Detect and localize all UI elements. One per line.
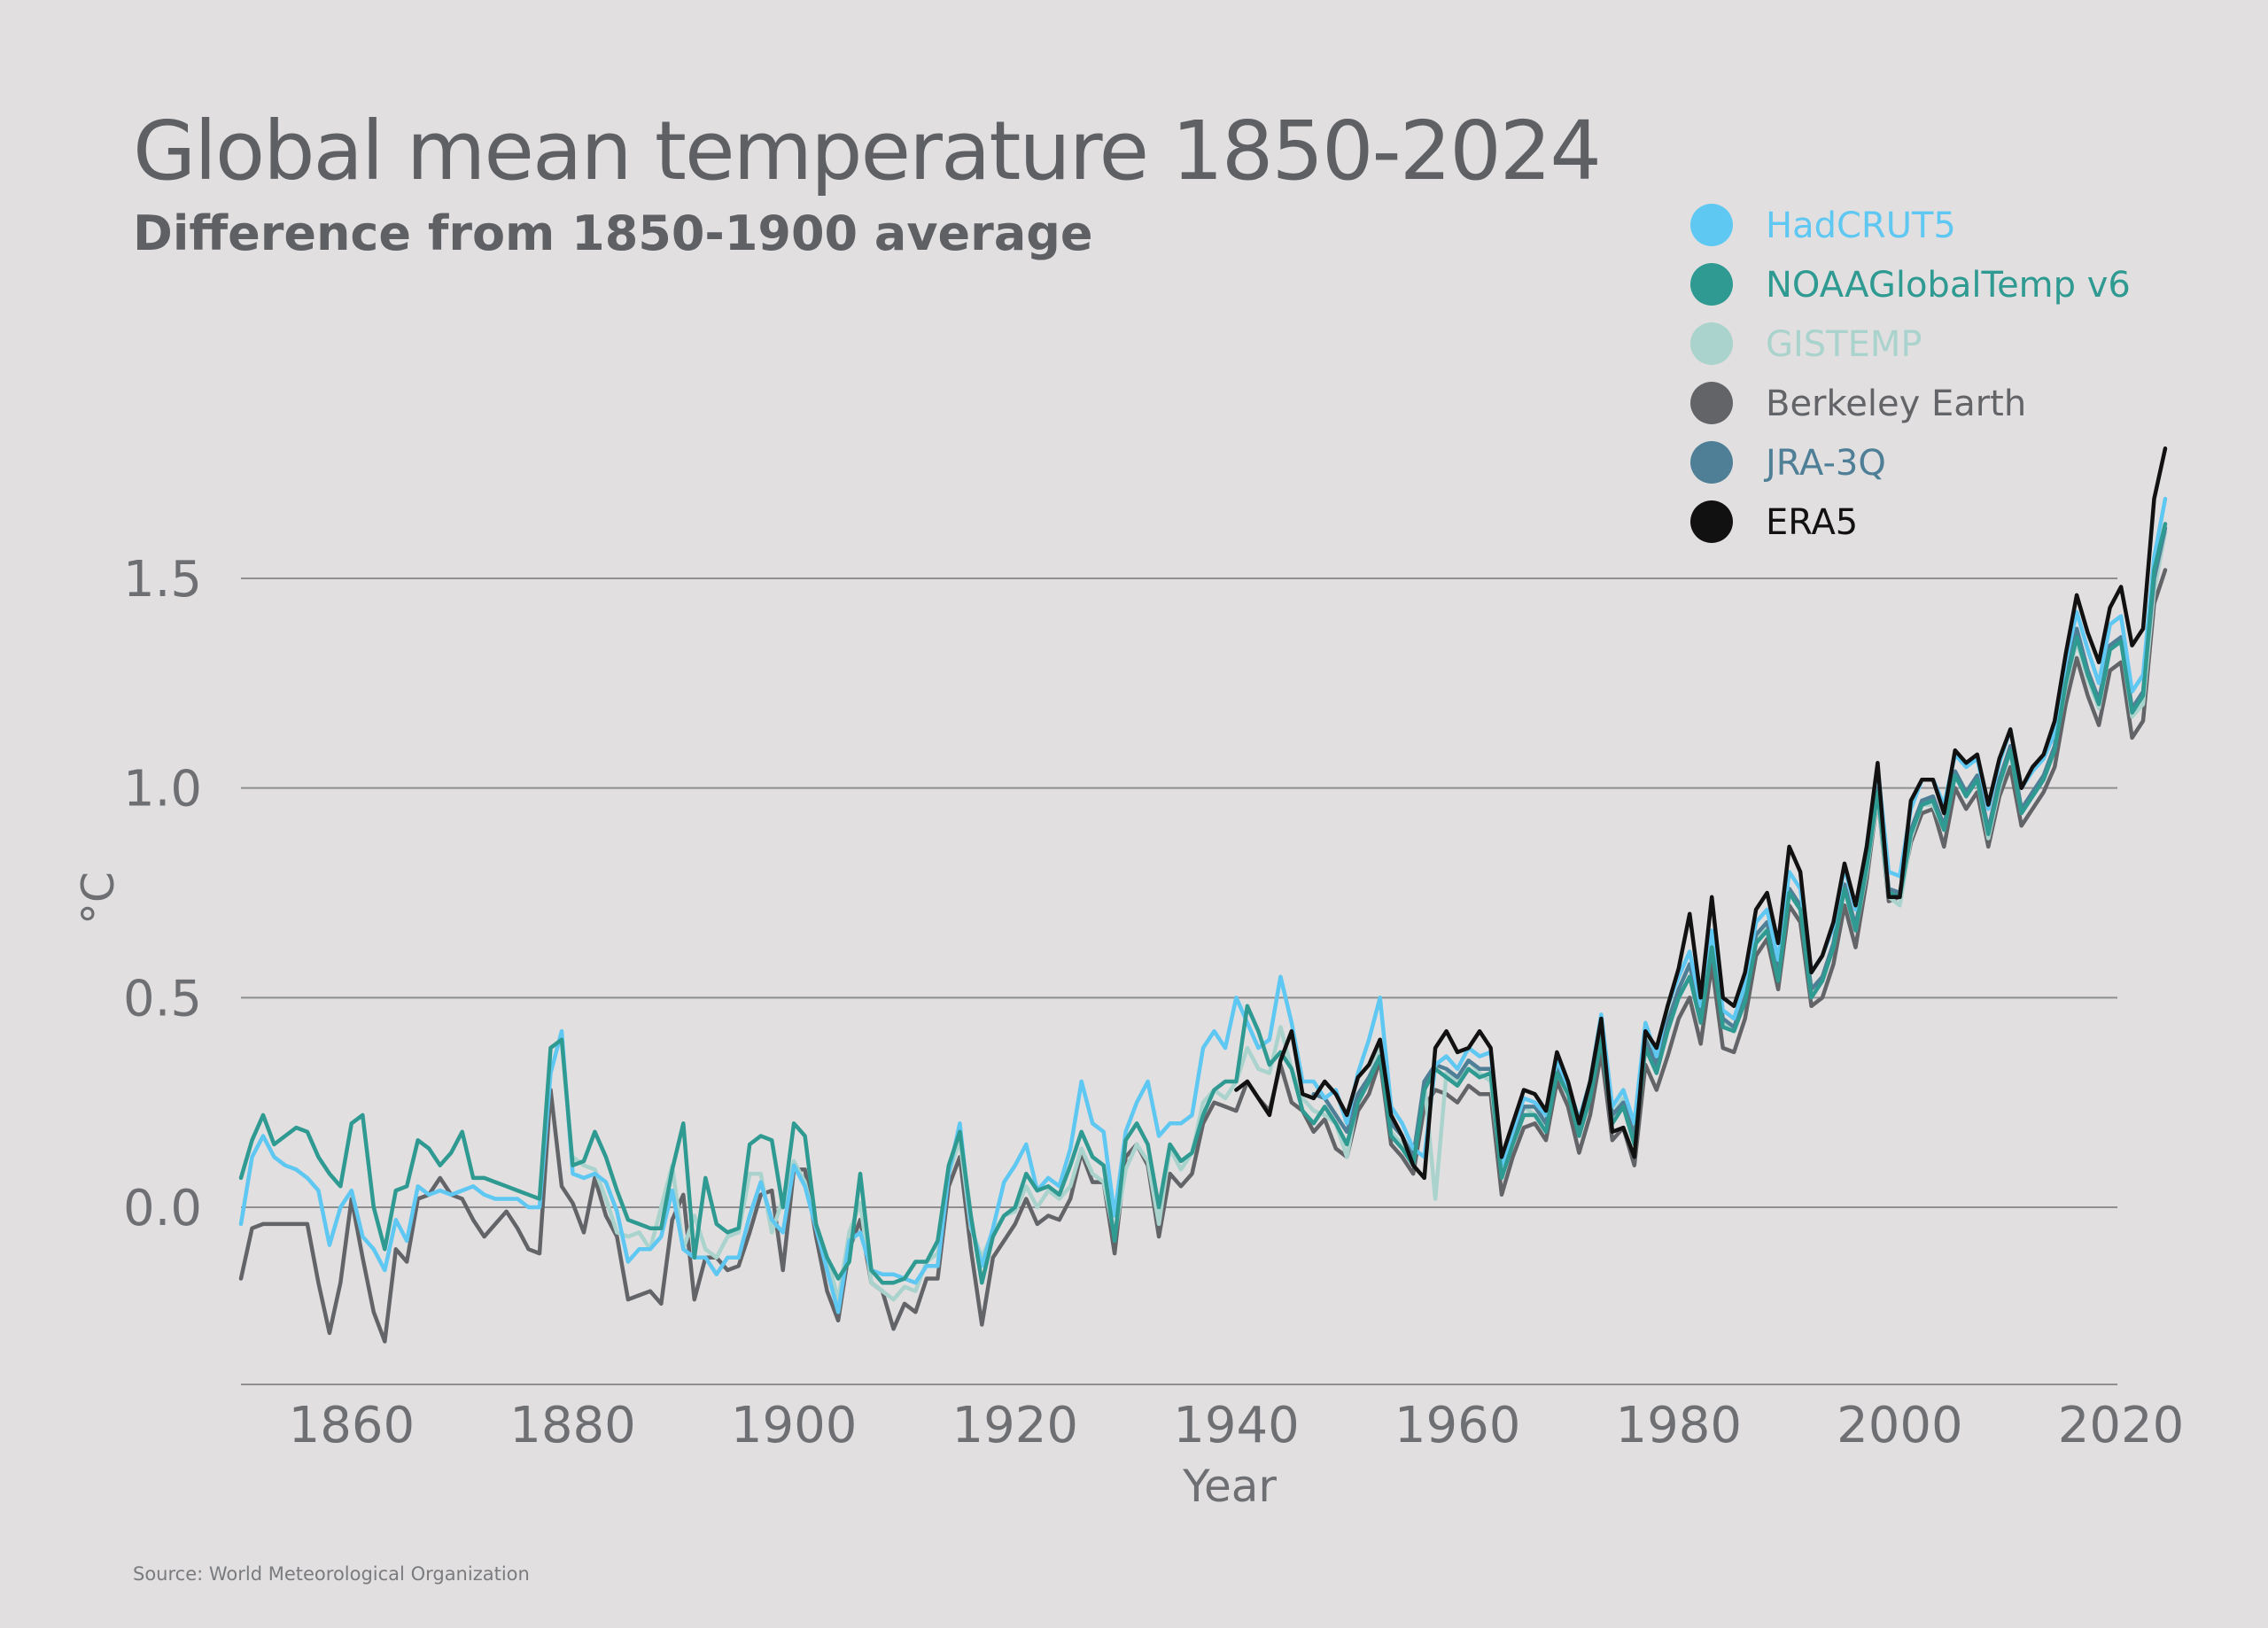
source-note: Source: World Meteorological Organizatio…: [133, 1563, 530, 1585]
legend-swatch: [1690, 382, 1733, 424]
legend-swatch: [1690, 204, 1733, 246]
legend-swatch: [1690, 500, 1733, 543]
legend-label: HadCRUT5: [1766, 205, 1956, 246]
y-tick-label: 1.5: [123, 551, 202, 609]
chart-subtitle: Difference from 1850-1900 average: [133, 205, 1093, 261]
series-line-era5: [1234, 446, 2168, 1181]
x-tick-label: 2000: [1837, 1397, 1963, 1454]
legend-swatch: [1690, 322, 1733, 365]
x-tick-label: 1980: [1616, 1397, 1743, 1454]
legend-swatch: [1690, 263, 1733, 306]
legend-label: ERA5: [1766, 502, 1858, 543]
x-axis-title: Year: [1182, 1461, 1277, 1512]
y-tick-label: 0.0: [123, 1180, 202, 1237]
series-line-berkeley-earth: [238, 568, 2168, 1344]
y-tick-label: 0.5: [123, 970, 202, 1027]
x-tick-label: 1860: [289, 1397, 416, 1454]
x-tick-label: 1940: [1173, 1397, 1300, 1454]
legend-swatch: [1690, 441, 1733, 484]
x-tick-label: 1960: [1394, 1397, 1521, 1454]
series-line-jra-3q: [1311, 525, 2168, 1167]
x-tick-label: 1900: [731, 1397, 858, 1454]
legend-label: NOAAGlobalTemp v6: [1766, 265, 2131, 306]
series-line-hadcrut5: [238, 496, 2168, 1314]
y-axis-title: °C: [73, 872, 124, 925]
x-tick-label: 1880: [509, 1397, 636, 1454]
legend: HadCRUT5 NOAAGlobalTemp v6 GISTEMP Berkeley…: [1690, 204, 2131, 543]
legend-label: Berkeley Earth: [1766, 384, 2026, 424]
legend-label: JRA-3Q: [1763, 443, 1886, 484]
gridlines: [241, 578, 2117, 1208]
chart-title: Global mean temperature 1850-2024: [133, 104, 1600, 198]
series-line-noaaglobaltemp-v6: [238, 522, 2168, 1285]
series-lines: [238, 446, 2168, 1344]
x-axis-ticks: 1860 1880 1900 1920 1940 1960 1980 2000 2020: [289, 1397, 2185, 1454]
y-tick-label: 1.0: [123, 761, 202, 818]
y-axis-ticks: 0.0 0.5 1.0 1.5: [123, 551, 202, 1237]
x-tick-label: 1920: [952, 1397, 1079, 1454]
x-tick-label: 2020: [2058, 1397, 2185, 1454]
legend-label: GISTEMP: [1766, 324, 1922, 365]
